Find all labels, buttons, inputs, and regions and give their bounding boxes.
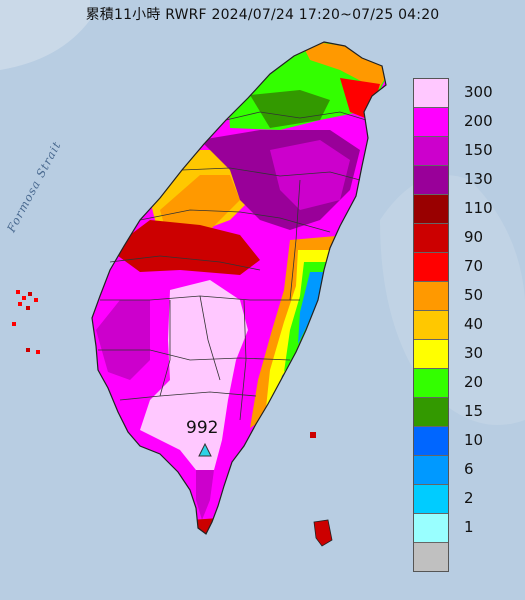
- legend-swatch: [414, 166, 448, 195]
- map-title: 累積11小時 RWRF 2024/07/24 17:20~07/25 04:20: [85, 7, 440, 23]
- legend-label: 110: [464, 199, 493, 218]
- legend-swatch: [414, 485, 448, 514]
- legend-swatch: [414, 369, 448, 398]
- green-island: [310, 432, 316, 438]
- legend-swatch: [414, 108, 448, 137]
- legend-label: 70: [464, 257, 484, 276]
- legend-swatch: [414, 195, 448, 224]
- legend-label: 150: [464, 141, 493, 160]
- legend-swatch: [414, 137, 448, 166]
- legend-label: 30: [464, 343, 484, 362]
- cloud-patch: [0, 0, 90, 70]
- legend-label: 130: [464, 170, 493, 189]
- county-boundaries: [98, 111, 367, 421]
- legend-label: 40: [464, 315, 484, 333]
- legend-swatch: [414, 340, 448, 369]
- legend-swatch: [414, 456, 448, 485]
- legend-label: 15: [464, 401, 484, 420]
- island-outline: [91, 41, 387, 535]
- legend-label: 90: [464, 228, 484, 247]
- legend-swatch: [414, 282, 448, 311]
- legend-swatch: [414, 543, 448, 571]
- legend-label: 50: [464, 286, 484, 305]
- legend-swatch: [414, 398, 448, 427]
- legend-swatch: [414, 224, 448, 253]
- legend-label: 300: [464, 83, 493, 102]
- peak-value: 992: [186, 418, 219, 438]
- legend-label: 1: [464, 517, 474, 536]
- legend-swatch: [414, 311, 448, 340]
- legend-label: 2: [464, 488, 474, 507]
- legend-swatch: [414, 427, 448, 456]
- legend-label: 6: [464, 459, 474, 478]
- penghu-islands: [12, 290, 40, 354]
- legend-colorbar: [413, 78, 449, 572]
- legend-label: 200: [464, 112, 493, 131]
- legend-swatch: [414, 514, 448, 543]
- peak-marker-triangle: [198, 442, 212, 457]
- legend-label: 20: [464, 372, 484, 391]
- legend-swatch: [414, 79, 448, 108]
- legend-label: 10: [464, 430, 484, 449]
- lanyu-island: [313, 519, 333, 547]
- legend-swatch: [414, 253, 448, 282]
